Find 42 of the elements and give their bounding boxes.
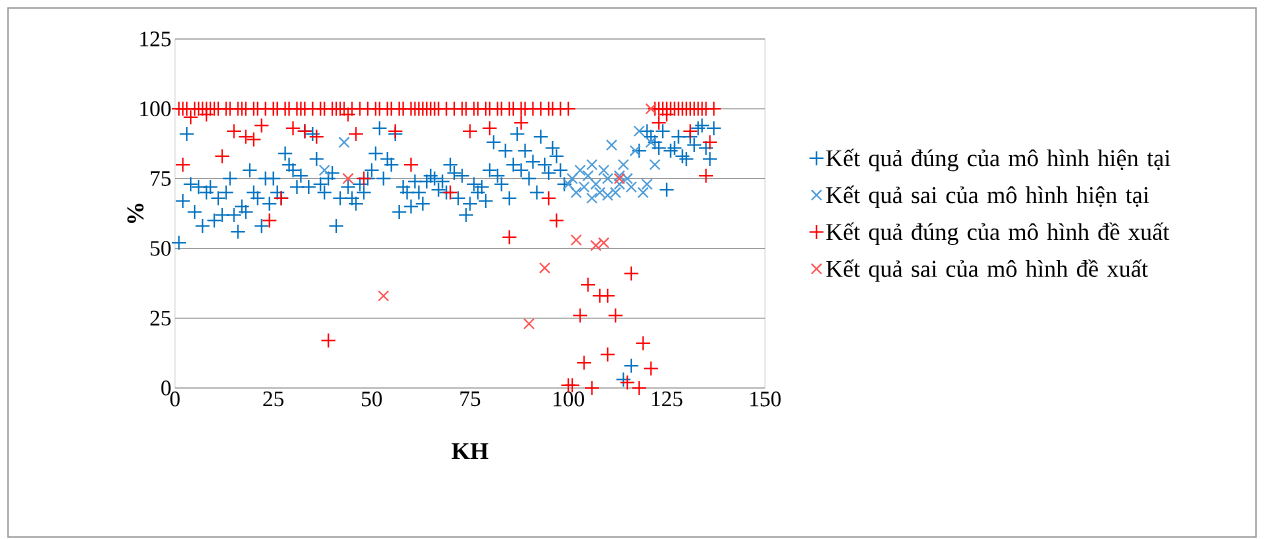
point [605,139,618,151]
x-tick-label: 100 [553,391,584,407]
y-tick-label: 125 [140,31,171,47]
point [582,170,594,182]
point [574,164,586,176]
point [629,144,641,157]
point [342,172,354,185]
legend-label: Kết quả sai của mô hình đề xuất [826,259,1148,282]
x-tick-label: 25 [263,391,284,407]
point [566,172,578,185]
x-axis-title: KH [451,443,489,459]
point [562,178,575,190]
point [318,164,331,176]
point [598,164,610,176]
y-tick-label: 25 [150,310,171,326]
point [637,186,649,199]
x-tick-label: 125 [652,391,683,407]
point [645,103,657,115]
point [570,186,582,199]
y-axis-title: % [127,203,144,224]
point [586,192,598,204]
y-tick-label: 50 [150,240,171,256]
point [617,158,630,171]
point [645,136,657,148]
point [338,136,350,148]
y-tick-label: 100 [140,101,171,117]
point [641,178,653,190]
legend-label: Kết quả sai của mô hình hiện tại [826,185,1149,209]
point [523,318,535,330]
y-tick-label: 0 [161,380,171,396]
point [649,158,661,171]
y-tick-label: 75 [150,171,171,186]
x-tick-label: 75 [460,391,481,407]
x-tick-label: 50 [361,391,382,407]
x-tick-label: 150 [750,391,781,407]
point [539,262,551,274]
point [377,290,390,302]
point [570,234,582,246]
legend-label: Kết quả đúng của mô hình đề xuất [826,222,1170,246]
legend-label: Kết quả đúng của mô hình hiện tại [826,148,1171,172]
point [633,125,645,137]
point [586,158,598,171]
